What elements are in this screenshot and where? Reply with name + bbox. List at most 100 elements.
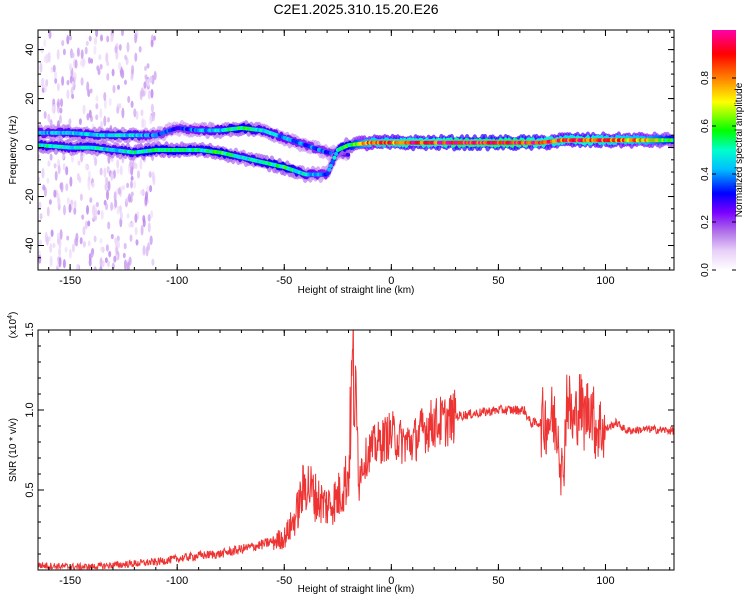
snr-scale-label: (x104) <box>7 312 19 339</box>
noise-speckle <box>54 70 57 80</box>
noise-speckle <box>149 114 153 125</box>
noise-speckle <box>75 263 79 270</box>
noise-speckle <box>147 222 151 233</box>
noise-speckle <box>77 160 81 166</box>
noise-speckle <box>87 240 91 247</box>
ridge-core <box>334 151 339 156</box>
noise-speckle <box>49 255 53 267</box>
noise-speckle <box>151 258 155 266</box>
noise-speckle <box>107 117 110 123</box>
noise-speckle <box>93 45 97 55</box>
noise-speckle <box>105 52 109 63</box>
noise-speckle <box>152 174 156 186</box>
noise-speckle <box>50 229 54 237</box>
noise-speckle <box>73 71 77 82</box>
x-tick-label: -50 <box>276 575 292 587</box>
noise-speckle <box>125 197 129 204</box>
noise-speckle <box>52 64 56 73</box>
noise-speckle <box>89 88 93 94</box>
noise-speckle <box>110 233 114 240</box>
noise-speckle <box>107 180 111 192</box>
noise-speckle <box>58 247 62 257</box>
noise-speckle <box>115 241 119 248</box>
noise-speckle <box>88 35 92 42</box>
noise-speckle <box>116 168 120 175</box>
noise-speckle <box>106 189 109 201</box>
noise-speckle <box>140 109 144 117</box>
noise-speckle <box>140 189 143 195</box>
noise-speckle <box>66 79 70 86</box>
noise-speckle <box>129 234 133 242</box>
noise-speckle <box>59 229 63 240</box>
colorbar-tick-label: 0.8 <box>700 71 711 85</box>
noise-speckle <box>99 237 103 244</box>
colorbar-label: Normalized spectral amplitude <box>734 82 745 217</box>
noise-speckle <box>73 200 77 209</box>
noise-speckle <box>58 238 62 249</box>
colorbar-axis: 0.0 0.2 0.4 0.6 0.8 <box>700 71 736 277</box>
noise-speckle <box>93 266 97 270</box>
x-tick-label: -150 <box>59 275 81 287</box>
noise-speckle <box>105 203 109 211</box>
noise-speckle <box>70 199 74 206</box>
noise-speckle <box>126 182 130 189</box>
x-tick-label: -100 <box>166 275 188 287</box>
ridge-core <box>332 155 337 160</box>
noise-speckle <box>38 201 42 209</box>
noise-speckle <box>113 255 117 263</box>
noise-speckle <box>69 176 73 187</box>
noise-speckle <box>143 81 147 89</box>
spectrogram-frame <box>37 29 675 271</box>
noise-speckle <box>129 159 133 169</box>
x-tick-label: -150 <box>59 575 81 587</box>
noise-speckle <box>66 197 70 205</box>
noise-speckle <box>68 248 72 259</box>
noise-speckle <box>38 176 41 183</box>
ridge-core <box>325 171 330 176</box>
noise-speckle <box>62 259 66 269</box>
ridge-core <box>330 159 335 164</box>
noise-speckle <box>47 160 51 167</box>
noise-speckle <box>93 235 97 243</box>
noise-speckle <box>60 98 63 108</box>
noise-speckle <box>145 246 149 257</box>
noise-speckle <box>56 82 60 92</box>
snr-axes: -150 -100 -50 0 50 100 0.5 1.0 1.5 <box>24 322 674 587</box>
noise-speckle <box>57 164 61 175</box>
noise-speckle <box>127 95 131 104</box>
noise-speckle <box>99 167 103 176</box>
noise-speckle <box>71 80 75 86</box>
noise-speckle <box>68 118 72 126</box>
noise-speckle <box>41 77 45 84</box>
noise-speckle <box>135 239 139 246</box>
noise-speckle <box>82 240 86 248</box>
noise-speckle <box>45 53 49 64</box>
noise-speckle <box>91 181 95 189</box>
noise-speckle <box>80 77 84 86</box>
noise-speckle <box>100 34 103 42</box>
noise-speckle <box>118 43 122 51</box>
noise-speckle <box>82 58 86 67</box>
noise-speckle <box>103 92 107 101</box>
noise-speckle <box>139 89 143 101</box>
noise-speckle <box>87 220 91 227</box>
noise-speckle <box>39 62 43 73</box>
noise-speckle <box>98 54 102 60</box>
noise-speckle <box>57 197 61 207</box>
noise-speckle <box>112 84 116 94</box>
noise-speckle <box>122 252 126 259</box>
noise-speckle <box>66 89 70 100</box>
noise-speckle <box>56 232 60 239</box>
noise-speckle <box>145 191 148 202</box>
noise-speckle <box>43 39 47 48</box>
noise-speckle <box>128 222 132 228</box>
snr-scale-exponent: 4 <box>7 315 14 319</box>
noise-speckle <box>63 204 66 216</box>
noise-speckle <box>140 224 144 236</box>
noise-speckle <box>106 166 110 174</box>
noise-speckle <box>94 36 97 46</box>
noise-speckle <box>90 58 94 64</box>
x-tick-label: 50 <box>492 575 504 587</box>
noise-speckle <box>94 215 97 221</box>
noise-speckle <box>126 42 130 53</box>
